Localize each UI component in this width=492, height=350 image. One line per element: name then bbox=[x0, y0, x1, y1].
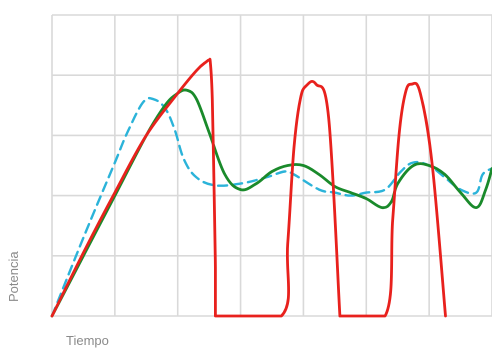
series-line-0 bbox=[50, 57, 447, 318]
y-axis-label: Potencia bbox=[6, 251, 21, 302]
series-line-2 bbox=[50, 96, 492, 318]
x-axis-label: Tiempo bbox=[66, 333, 109, 348]
series-group bbox=[50, 57, 492, 318]
